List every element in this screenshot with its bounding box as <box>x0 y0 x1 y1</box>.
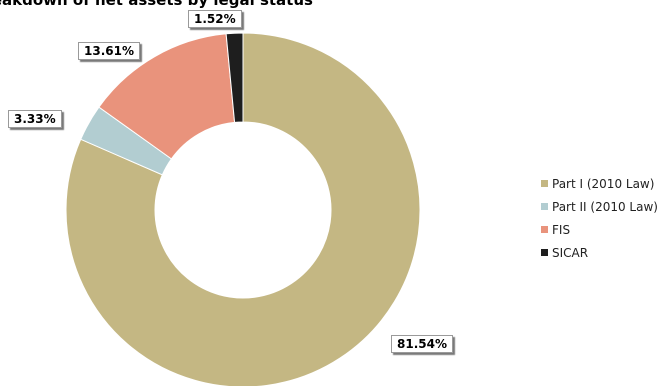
legend-label: FIS <box>552 222 571 237</box>
donut-slice-part-i-2010-law <box>65 32 421 386</box>
chart-title: Breakdown of net assets by legal status <box>0 0 313 9</box>
legend-item: SICAR <box>541 241 658 264</box>
legend-swatch <box>541 180 548 187</box>
chart-legend: Part I (2010 Law) Part II (2010 Law) FIS SI… <box>541 172 658 264</box>
legend-swatch <box>541 226 548 233</box>
legend-label: Part I (2010 Law) <box>552 176 655 191</box>
value-label-part-ii-2010-law: 3.33% <box>8 110 62 128</box>
legend-label: Part II (2010 Law) <box>552 199 658 214</box>
legend-swatch <box>541 203 548 210</box>
value-label-part-i-2010-law: 81.54% <box>391 335 453 353</box>
legend-item: Part II (2010 Law) <box>541 195 658 218</box>
legend-item: FIS <box>541 218 658 241</box>
value-label-fis: 13.61% <box>78 42 140 60</box>
legend-swatch <box>541 249 548 256</box>
donut-slice-sicar <box>225 32 244 123</box>
legend-item: Part I (2010 Law) <box>541 172 658 195</box>
value-label-sicar: 1.52% <box>188 10 242 28</box>
legend-label: SICAR <box>552 245 589 260</box>
